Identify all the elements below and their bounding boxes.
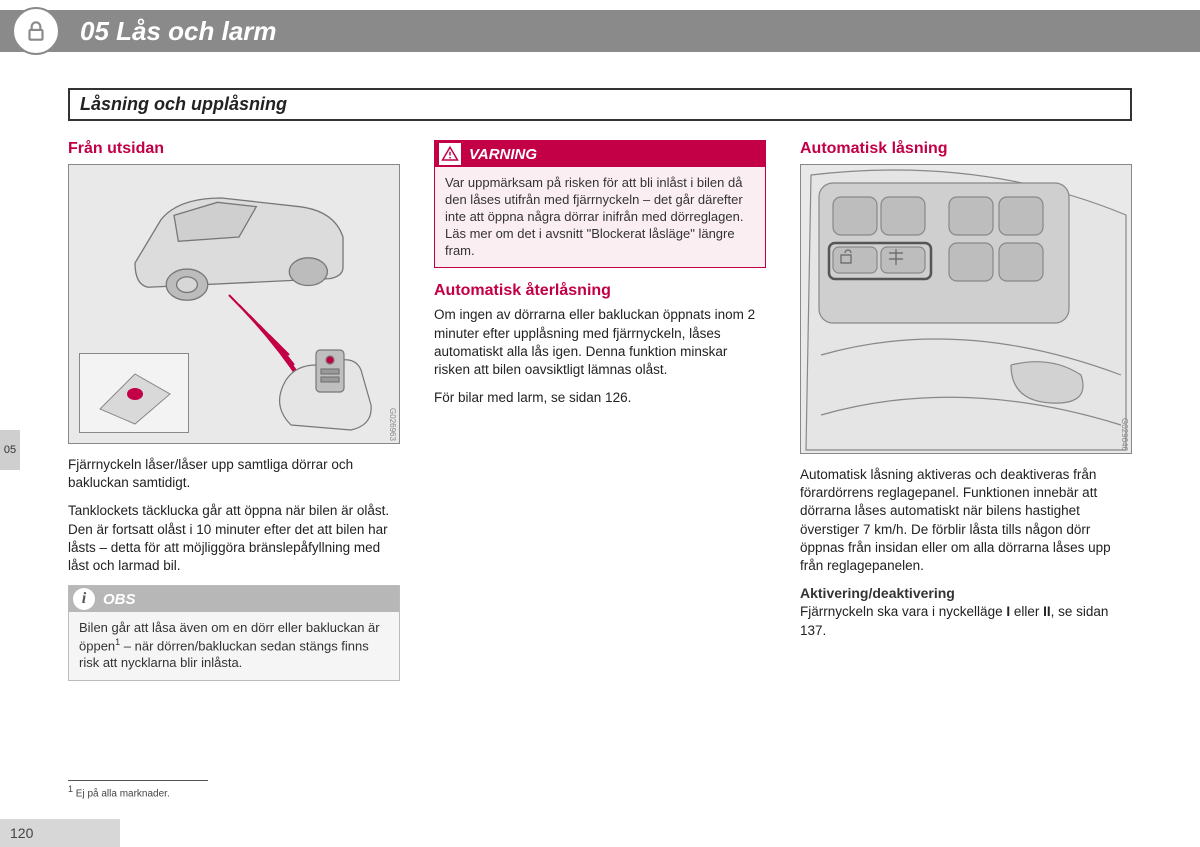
- col2-heading: Automatisk återlåsning: [434, 282, 766, 300]
- chapter-title: 05 Lås och larm: [80, 16, 277, 47]
- col1-p1: Fjärrnyckeln låser/låser upp samtliga dö…: [68, 456, 400, 492]
- note-box: i OBS Bilen går att låsa även om en dörr…: [68, 585, 400, 681]
- info-icon: i: [73, 588, 95, 610]
- col3-p2-mid: eller: [1010, 604, 1043, 619]
- column-1: Från utsidan: [68, 140, 400, 681]
- col3-p1: Automatisk låsning aktiveras och deaktiv…: [800, 466, 1132, 575]
- note-header: i OBS: [69, 586, 399, 612]
- col3-p2: Fjärrnyckeln ska vara i nyckelläge I ell…: [800, 603, 1132, 639]
- warning-title: VARNING: [469, 146, 537, 163]
- content-grid: Från utsidan: [68, 140, 1132, 681]
- warning-body: Var uppmärksam på risken för att bli inl…: [435, 167, 765, 267]
- note-body-b: – när dörren/bakluckan sedan stängs finn…: [79, 639, 369, 671]
- section-title: Låsning och upplåsning: [80, 94, 1120, 115]
- figure-code-2: G029646: [1120, 418, 1129, 451]
- warning-header: VARNING: [435, 141, 765, 167]
- section-title-box: Låsning och upplåsning: [68, 88, 1132, 121]
- col2-p2: För bilar med larm, se sidan 126.: [434, 389, 766, 407]
- col2-p1: Om ingen av dörrarna eller bakluckan öpp…: [434, 306, 766, 379]
- figure-door-panel: G029646: [800, 164, 1132, 454]
- warning-box: VARNING Var uppmärksam på risken för att…: [434, 140, 766, 268]
- chapter-tab: 05: [0, 430, 20, 470]
- warning-icon: [439, 143, 461, 165]
- col1-p2: Tanklockets täcklucka går att öppna när …: [68, 502, 400, 575]
- footnote: 1 Ej på alla marknader.: [68, 784, 170, 799]
- note-body: Bilen går att låsa även om en dörr eller…: [69, 612, 399, 680]
- figure-code: G026963: [388, 408, 397, 441]
- page-number: 120: [10, 825, 33, 841]
- column-2: VARNING Var uppmärksam på risken för att…: [434, 140, 766, 681]
- col3-heading: Automatisk låsning: [800, 140, 1132, 158]
- footnote-separator: [68, 780, 208, 781]
- chapter-header: 05 Lås och larm: [0, 10, 1200, 52]
- lock-icon: [12, 7, 60, 55]
- figure-remote-key: G026963: [68, 164, 400, 444]
- footnote-marker: 1: [68, 784, 73, 794]
- col3-p2-b2: II: [1043, 604, 1051, 619]
- col3-p2-a: Fjärrnyckeln ska vara i nyckelläge: [800, 604, 1006, 619]
- col1-heading: Från utsidan: [68, 140, 400, 158]
- footnote-text: Ej på alla marknader.: [76, 788, 170, 799]
- col3-subheading: Aktivering/deaktivering: [800, 585, 1132, 601]
- figure-inset: [79, 353, 189, 433]
- page-number-box: 120: [0, 819, 120, 847]
- note-title: OBS: [103, 591, 136, 608]
- column-3: Automatisk låsning: [800, 140, 1132, 681]
